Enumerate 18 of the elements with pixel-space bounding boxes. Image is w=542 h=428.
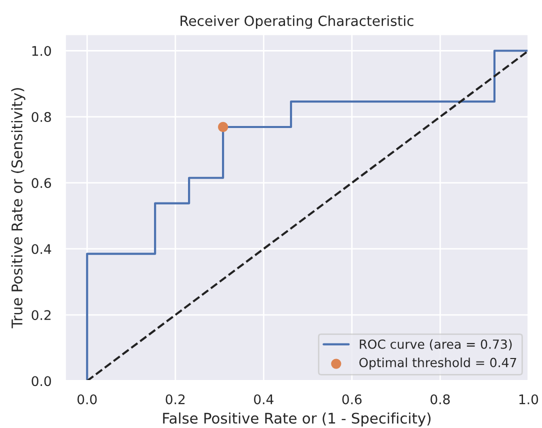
y-tick-label: 0.2: [32, 310, 51, 320]
y-tick-label: 0.0: [32, 376, 51, 386]
x-tick-label: 0.6: [342, 394, 362, 404]
y-tick-label: 0.6: [32, 178, 52, 188]
legend-label: Optimal threshold = 0.47: [359, 358, 516, 370]
x-tick-label: 0.2: [166, 394, 185, 404]
y-axis-title: True Positive Rate or (Sensitivity): [11, 88, 26, 328]
y-tick-label: 1.0: [32, 46, 51, 56]
x-tick-label: 0.8: [430, 394, 450, 404]
x-tick-label: 0.4: [254, 394, 274, 404]
line-series: [86, 50, 528, 381]
y-tick-label: 0.8: [32, 112, 51, 122]
y-tick-label: 0.4: [32, 244, 52, 254]
chart-title: Receiver Operating Characteristic: [180, 15, 414, 29]
legend-label: ROC curve (area = 0.73): [360, 339, 512, 350]
x-axis-title: False Positive Rate or (1 - Specificity): [163, 412, 431, 427]
x-tick-label: 1.0: [519, 394, 538, 404]
x-tick-label: 0.0: [77, 394, 97, 404]
